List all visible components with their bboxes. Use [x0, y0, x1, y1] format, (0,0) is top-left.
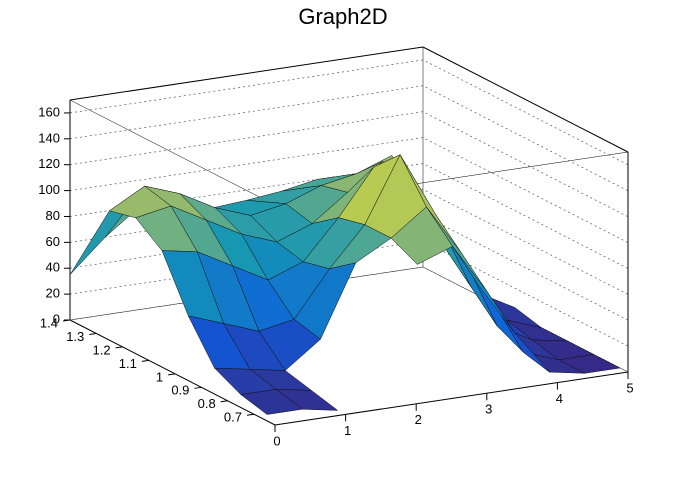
tick-mark — [246, 413, 255, 416]
y-tick-label: 1.1 — [119, 356, 137, 371]
axis-line — [422, 46, 629, 153]
z-tick-label: 60 — [46, 234, 60, 249]
x-tick-label: 1 — [344, 423, 351, 438]
grid-line — [69, 163, 629, 269]
z-tick-label: 140 — [38, 130, 60, 145]
y-tick-label: 1 — [156, 369, 163, 384]
chart-title: Graph2D — [298, 4, 387, 29]
y-tick-label: 1.4 — [40, 315, 58, 330]
axis-line — [274, 371, 629, 426]
x-tick-label: 2 — [415, 412, 422, 427]
tick-mark — [115, 346, 123, 349]
y-tick-label: 0.9 — [171, 383, 189, 398]
z-tick-label: 80 — [46, 208, 60, 223]
x-tick-label: 4 — [556, 391, 563, 406]
axis-line — [69, 319, 276, 426]
y-tick-label: 1.3 — [66, 329, 84, 344]
y-tick-label: 0.8 — [198, 396, 216, 411]
x-tick-label: 0 — [273, 433, 280, 448]
z-tick-label: 40 — [46, 260, 60, 275]
grid-line — [69, 137, 629, 243]
grid-line — [69, 111, 629, 218]
x-tick-label: 5 — [626, 380, 633, 395]
axis-line — [69, 99, 276, 206]
y-tick-label: 1.2 — [92, 342, 110, 357]
surface-cell — [390, 206, 453, 265]
z-tick-label: 0 — [53, 311, 60, 326]
tick-mark — [168, 373, 176, 376]
tick-mark — [62, 319, 71, 322]
z-tick-label: 100 — [38, 182, 60, 197]
y-tick-label: 0.7 — [224, 410, 242, 425]
tick-mark — [141, 359, 149, 362]
surface-cell — [240, 389, 304, 415]
z-tick-label: 20 — [46, 286, 60, 301]
tick-mark — [220, 400, 228, 403]
z-tick-label: 160 — [38, 104, 60, 119]
grid-line — [69, 59, 629, 166]
grid-line — [69, 189, 629, 295]
z-tick-label: 120 — [38, 156, 60, 171]
grid-line — [69, 85, 629, 192]
surface-cell — [452, 246, 515, 333]
tick-mark — [89, 332, 97, 335]
x-tick-label: 3 — [485, 402, 492, 417]
tick-mark — [194, 386, 202, 389]
axis-line — [69, 46, 424, 101]
